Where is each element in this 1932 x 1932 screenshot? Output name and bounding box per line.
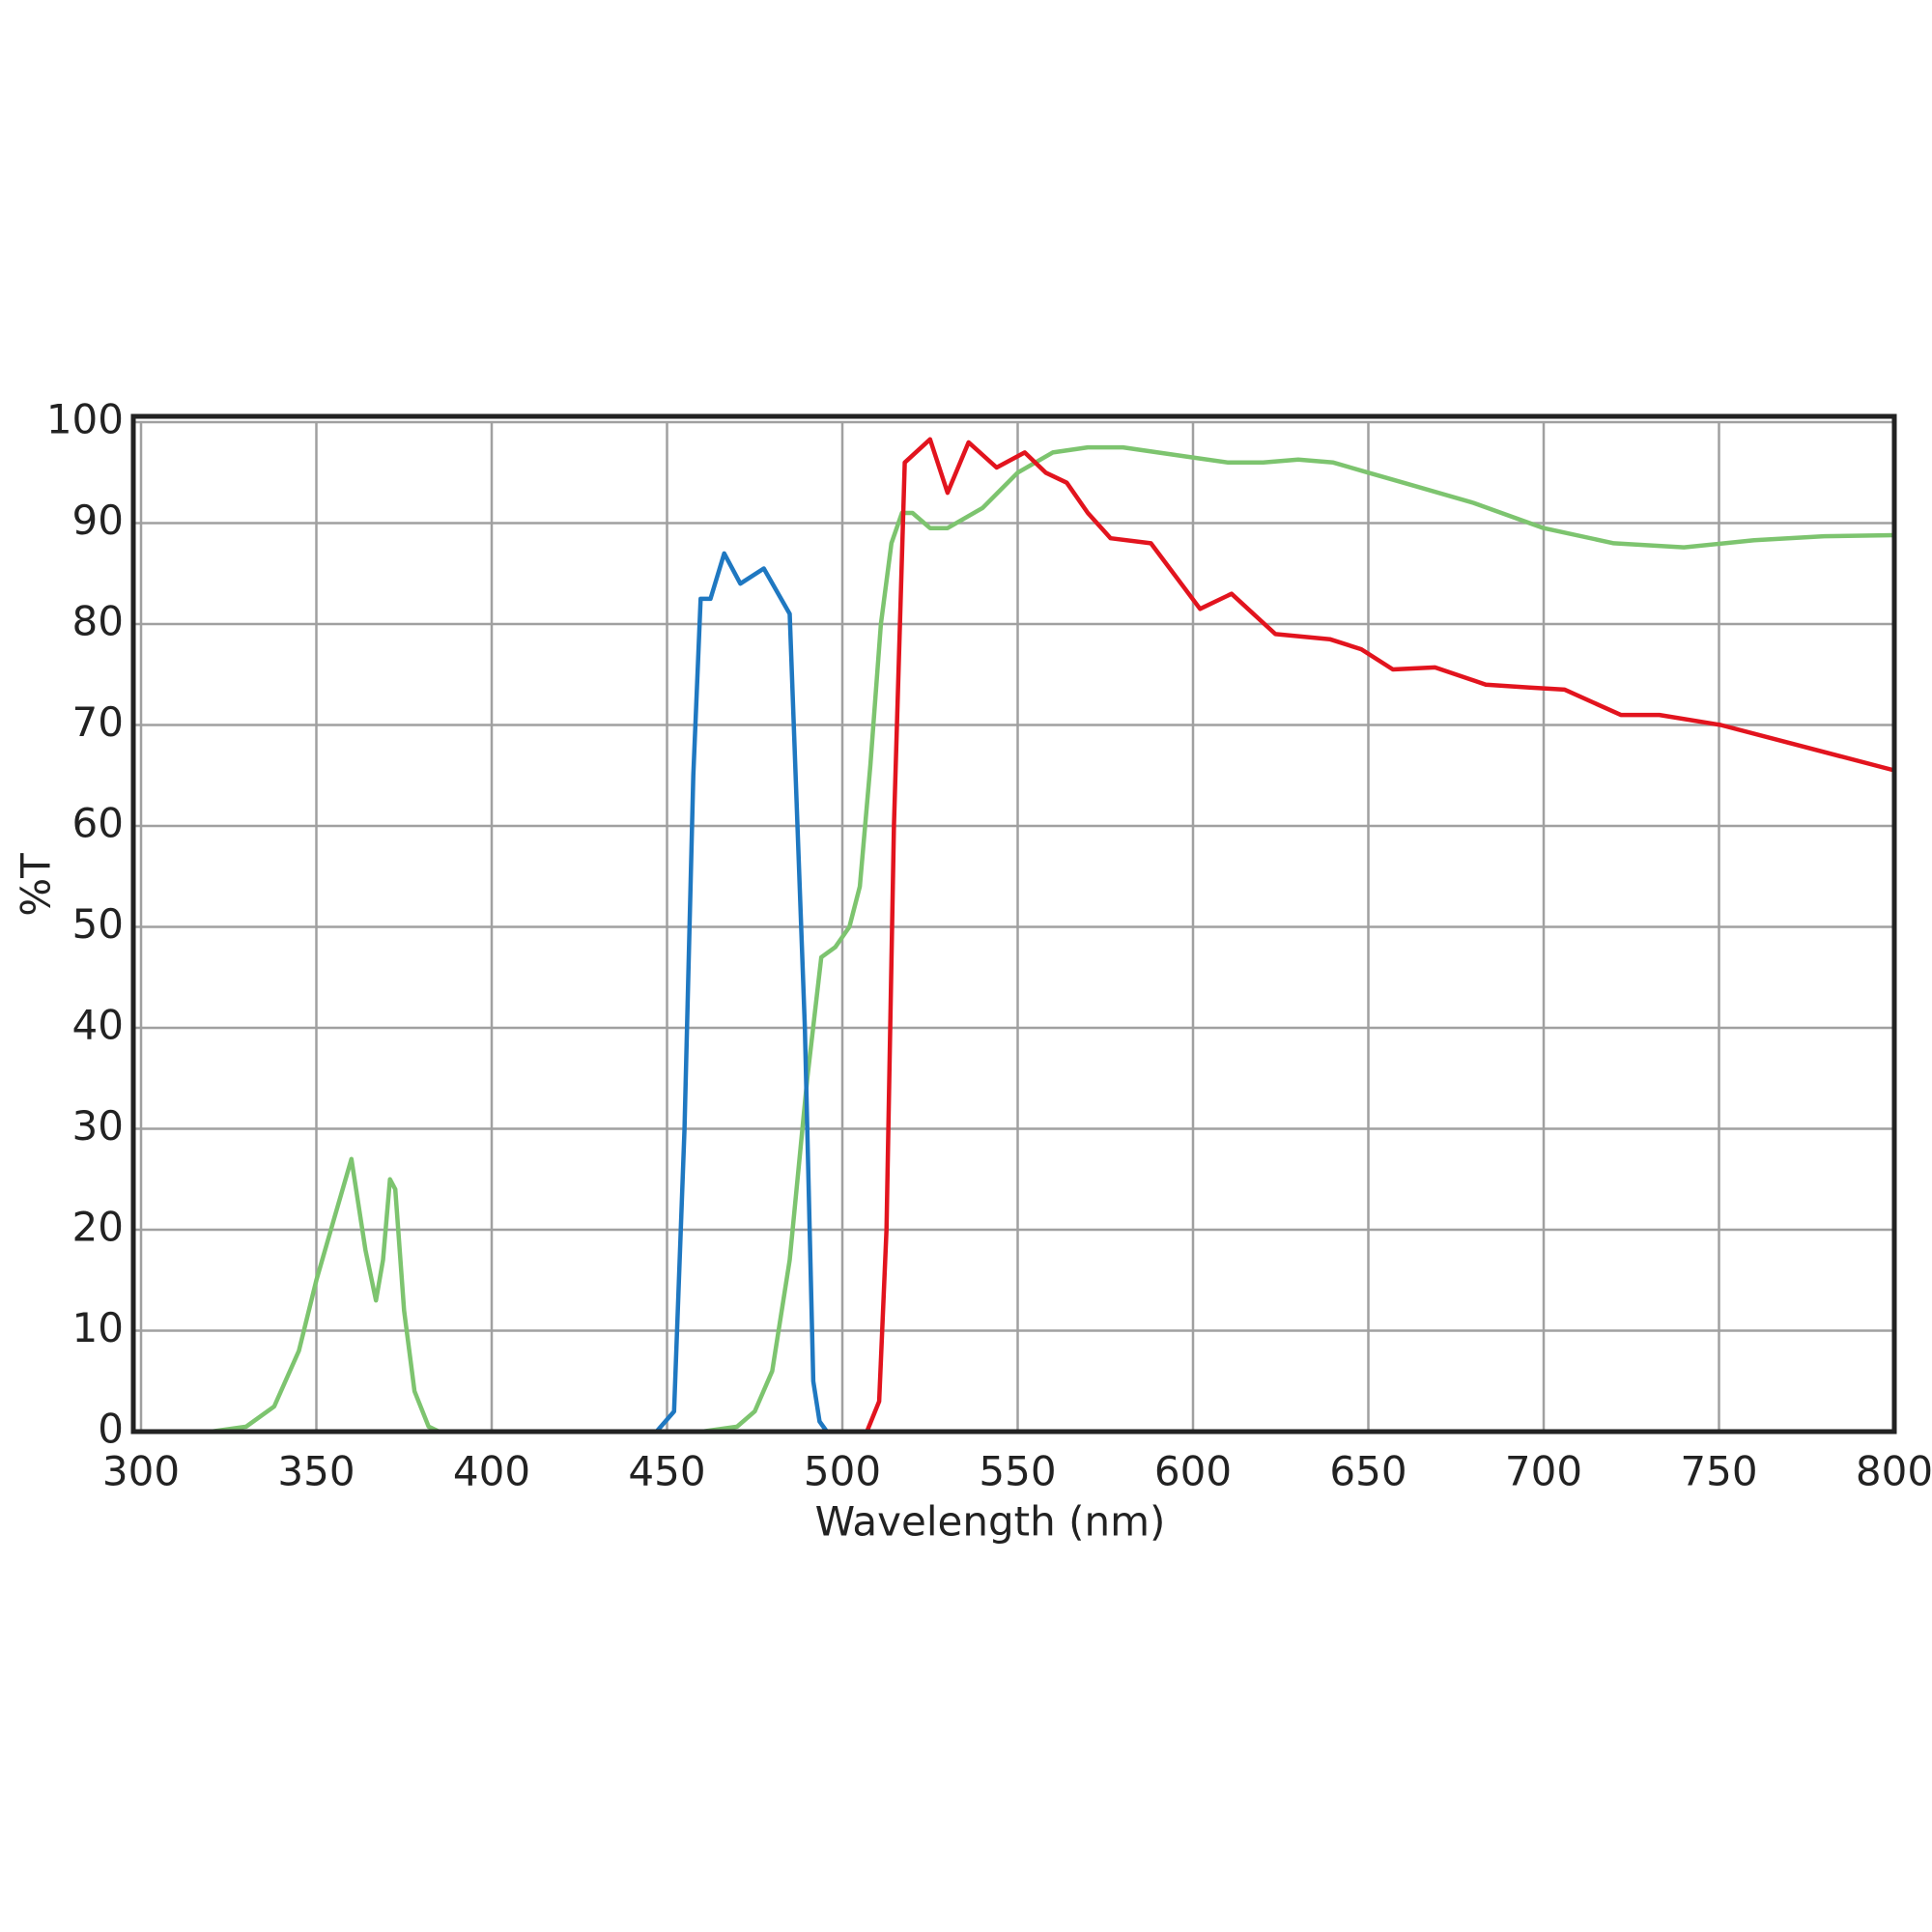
- x-tick-label: 750: [1680, 1448, 1757, 1495]
- x-tick-label: 800: [1856, 1448, 1932, 1495]
- x-tick-label: 450: [628, 1448, 705, 1495]
- x-tick-label: 550: [979, 1448, 1056, 1495]
- y-tick-label: 30: [72, 1102, 124, 1150]
- y-tick-label: 40: [72, 1002, 124, 1049]
- y-tick-label: 20: [72, 1204, 124, 1251]
- x-tick-label: 500: [804, 1448, 881, 1495]
- y-tick-label: 100: [46, 396, 124, 443]
- x-tick-label: 300: [102, 1448, 180, 1495]
- x-tick-label: 650: [1329, 1448, 1406, 1495]
- x-tick-label: 700: [1505, 1448, 1582, 1495]
- x-tick-label: 400: [453, 1448, 530, 1495]
- y-tick-label: 50: [72, 900, 124, 948]
- series-line: [141, 551, 842, 1435]
- series-line: [141, 437, 1895, 1435]
- x-axis-label: Wavelength (nm): [815, 1498, 1166, 1546]
- series-line: [141, 444, 1895, 1435]
- y-tick-label: 70: [72, 698, 124, 746]
- x-tick-label: 600: [1154, 1448, 1232, 1495]
- y-tick-label: 80: [72, 598, 124, 645]
- y-tick-label: 0: [98, 1406, 124, 1453]
- y-tick-label: 10: [72, 1304, 124, 1351]
- y-tick-label: 90: [72, 497, 124, 544]
- plot-frame: [130, 413, 1897, 1435]
- x-tick-label: 350: [277, 1448, 355, 1495]
- y-axis-label: %T: [13, 853, 60, 917]
- y-tick-label: 60: [72, 800, 124, 847]
